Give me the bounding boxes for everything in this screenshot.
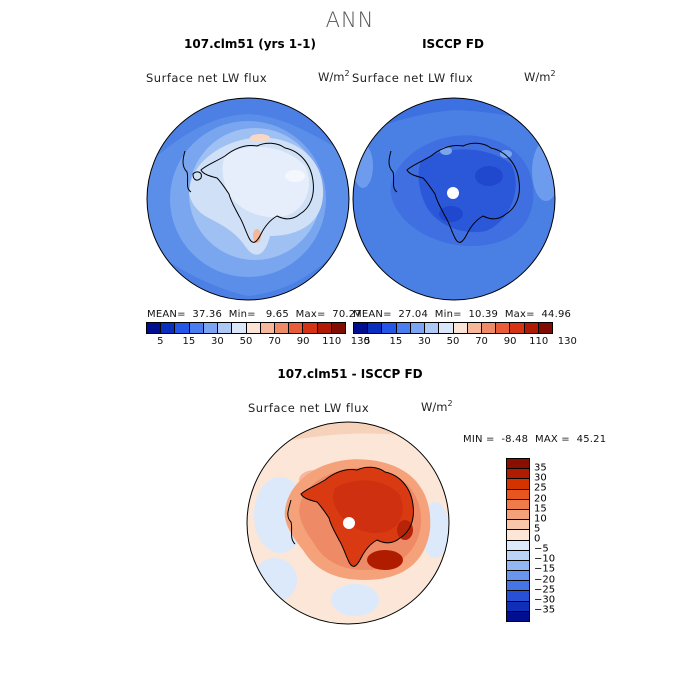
colorbar-swatch	[538, 323, 553, 333]
colorbar-tick-label: 130	[557, 336, 577, 347]
colorbar-swatch	[232, 323, 247, 333]
colorbar-swatch	[218, 323, 233, 333]
colorbar-tick-label: 130	[350, 336, 370, 347]
colorbar-swatch	[507, 530, 529, 541]
panel3-units: W/m2	[421, 399, 453, 414]
colorbar-swatch	[524, 323, 539, 333]
colorbar-tick-label: 10	[534, 513, 547, 525]
colorbar-swatch	[496, 323, 511, 333]
colorbar-tick-label: 90	[503, 336, 517, 347]
colorbar-tick-label: 20	[534, 493, 547, 504]
colorbar-swatch	[507, 459, 529, 470]
panel2-title: ISCCP FD	[422, 37, 484, 51]
colorbar-swatch	[507, 479, 529, 490]
panel2-stats: MEAN= 27.04 Min= 10.39 Max= 44.96	[353, 309, 572, 320]
colorbar-swatch	[425, 323, 440, 333]
panel2-colorbar-ticks: 5 15 30 50 70 90 110 130	[353, 336, 577, 348]
colorbar-tick-label: 110	[322, 336, 342, 347]
colorbar-tick-label: −20	[534, 574, 556, 585]
colorbar-tick-label: 15	[534, 503, 547, 515]
colorbar-tick-label: −30	[534, 594, 556, 606]
panel1-polar-map	[146, 97, 350, 301]
colorbar-swatch	[481, 323, 497, 333]
panel2-units: W/m2	[524, 69, 556, 84]
colorbar-swatch	[331, 323, 346, 333]
colorbar-swatch	[354, 323, 369, 333]
panel3-variable: Surface net LW flux	[248, 401, 370, 415]
colorbar-tick-label: 30	[534, 472, 547, 484]
colorbar-tick-label: 35	[534, 462, 547, 474]
colorbar-swatch	[507, 611, 529, 621]
colorbar-swatch	[507, 499, 529, 510]
colorbar-tick-label: 110	[529, 336, 549, 347]
colorbar-swatch	[507, 540, 529, 551]
colorbar-swatch	[507, 601, 529, 612]
colorbar-swatch	[507, 560, 529, 572]
colorbar-tick-label: −10	[534, 553, 556, 565]
colorbar-tick-label: −15	[534, 563, 556, 575]
colorbar-tick-label: 30	[418, 336, 431, 347]
colorbar-swatch	[147, 323, 162, 333]
colorbar-swatch	[507, 489, 529, 500]
colorbar-tick-label: −5	[534, 543, 549, 555]
panel2-colorbar	[353, 322, 553, 334]
colorbar-swatch	[507, 591, 529, 602]
colorbar-swatch	[507, 469, 529, 480]
colorbar-tick-label: 90	[296, 336, 310, 347]
colorbar-swatch	[203, 323, 219, 333]
colorbar-swatch	[396, 323, 411, 333]
colorbar-swatch	[303, 323, 318, 333]
colorbar-swatch	[260, 323, 275, 333]
colorbar-swatch	[507, 520, 529, 531]
colorbar-swatch	[175, 323, 190, 333]
panel3-stats: MIN = -8.48 MAX = 45.21	[463, 434, 607, 445]
colorbar-swatch	[317, 323, 332, 333]
colorbar-swatch	[382, 323, 397, 333]
colorbar-tick-label: 0	[534, 533, 541, 545]
colorbar-swatch	[189, 323, 204, 333]
colorbar-swatch	[410, 323, 426, 333]
colorbar-tick-label: 50	[446, 336, 460, 347]
colorbar-tick-label: 30	[211, 336, 224, 347]
colorbar-tick-label: 50	[239, 336, 253, 347]
panel1-colorbar	[146, 322, 346, 334]
difference-colorbar	[506, 458, 530, 622]
panel3-difference-map	[246, 421, 450, 625]
colorbar-tick-label: 5	[364, 336, 371, 347]
colorbar-swatch	[368, 323, 383, 333]
colorbar-tick-label: 25	[534, 482, 547, 494]
panel1-stats: MEAN= 37.36 Min= 9.65 Max= 70.27	[147, 309, 362, 320]
colorbar-tick-label: 70	[268, 336, 281, 347]
colorbar-tick-label: 15	[389, 336, 403, 347]
panel2-variable: Surface net LW flux	[352, 71, 474, 85]
colorbar-tick-label: 5	[534, 523, 541, 535]
colorbar-swatch	[289, 323, 304, 333]
colorbar-tick-label: 70	[475, 336, 488, 347]
panel1-variable: Surface net LW flux	[146, 71, 268, 85]
colorbar-swatch	[507, 550, 529, 561]
colorbar-swatch	[507, 571, 529, 582]
panel1-units: W/m2	[318, 69, 350, 84]
colorbar-swatch	[507, 509, 529, 521]
panel1-title: 107.clm51 (yrs 1-1)	[184, 37, 316, 51]
colorbar-swatch	[453, 323, 468, 333]
panel1-colorbar-ticks: 5 15 30 50 70 90 110 130	[146, 336, 370, 348]
colorbar-tick-label: −25	[534, 584, 556, 596]
colorbar-swatch	[507, 581, 529, 592]
colorbar-swatch	[467, 323, 482, 333]
colorbar-swatch	[246, 323, 261, 333]
colorbar-swatch	[439, 323, 454, 333]
difference-colorbar-ticks: 35 30 25 20 15 10 5 0 −5 −10 −15 −20 −25 −30 −35	[534, 458, 574, 620]
colorbar-tick-label: 15	[182, 336, 196, 347]
panel3-title: 107.clm51 - ISCCP FD	[277, 367, 423, 381]
colorbar-tick-label: −35	[534, 604, 556, 616]
colorbar-swatch	[510, 323, 525, 333]
colorbar-swatch	[161, 323, 176, 333]
colorbar-tick-label: 5	[157, 336, 164, 347]
main-title: ANN	[325, 8, 375, 32]
panel2-polar-map	[352, 97, 556, 301]
colorbar-swatch	[274, 323, 290, 333]
